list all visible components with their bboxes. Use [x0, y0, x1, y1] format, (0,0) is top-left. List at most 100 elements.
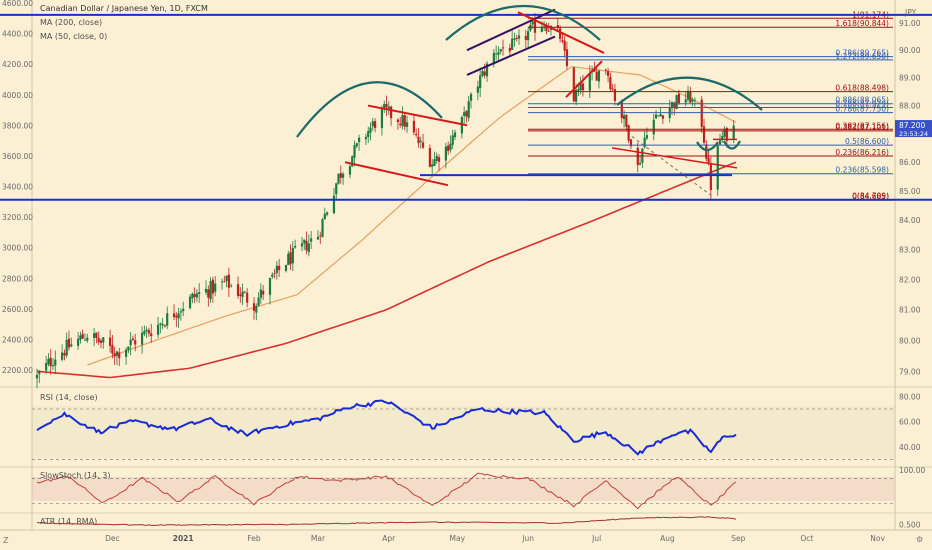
candle: [341, 171, 345, 185]
candle: [415, 128, 418, 138]
candle-body: [140, 332, 144, 345]
candle-body: [449, 143, 452, 150]
candle-body: [702, 126, 706, 143]
candle: [124, 347, 128, 365]
candle: [387, 101, 390, 116]
candle: [467, 96, 470, 122]
settings-icon[interactable]: ⚙: [916, 535, 924, 544]
right-axis-tick: 86.00: [899, 158, 921, 167]
candle: [721, 130, 724, 143]
candle-body: [319, 235, 322, 237]
candle-body: [220, 281, 224, 283]
candle: [83, 333, 87, 341]
time-axis-tick: Jul: [591, 534, 601, 543]
candle-body: [51, 365, 55, 367]
candle-body: [207, 289, 210, 298]
candle-body: [326, 212, 329, 215]
candle-body: [348, 166, 352, 175]
candle: [230, 283, 233, 288]
candle: [35, 368, 39, 389]
time-axis-tick: Nov: [870, 534, 885, 543]
candle-body: [268, 277, 272, 295]
candle-body: [597, 70, 601, 82]
candle: [499, 48, 502, 55]
right-shoulder-arc: [616, 76, 763, 111]
candle: [61, 344, 64, 362]
candle: [437, 154, 441, 171]
candle: [150, 323, 153, 343]
candle: [310, 231, 313, 250]
candle-body: [654, 114, 658, 119]
candle-body: [49, 357, 52, 367]
candle: [326, 211, 329, 217]
bounce-red-line: [565, 60, 603, 98]
candle-body: [561, 40, 564, 42]
candle-body: [305, 240, 308, 251]
candle: [70, 337, 73, 348]
candle-body: [595, 71, 598, 81]
candle-body: [403, 115, 406, 127]
candle-body: [433, 159, 436, 166]
candle: [689, 86, 692, 104]
atr-line: [36, 516, 737, 526]
candle: [63, 349, 66, 361]
candle-body: [453, 132, 457, 137]
candle-body: [517, 35, 521, 39]
candle: [45, 355, 48, 374]
legend-title: Canadian Dollar / Japanese Yen, 1D, FXCM: [40, 4, 208, 13]
candle-body: [54, 359, 57, 366]
candle: [611, 83, 614, 92]
candle: [115, 350, 119, 366]
rsi-line: [36, 399, 737, 456]
candle-body: [236, 284, 240, 296]
candle: [300, 237, 304, 252]
fibonacci-levels: 1(91.174)1.618(90.844)0.786(89.765)1.272…: [528, 10, 893, 201]
candle-body: [115, 351, 119, 356]
candle: [643, 131, 646, 149]
candle: [159, 322, 162, 334]
candle: [609, 72, 612, 92]
candle-body: [622, 115, 626, 120]
wedge-lower-line: [466, 35, 556, 76]
left-axis-tick: 2200.00: [2, 366, 33, 375]
candle-body: [134, 340, 137, 345]
candle: [431, 158, 434, 175]
candle: [182, 301, 185, 317]
time-axis-tick: 2021: [173, 534, 194, 543]
candle: [291, 241, 294, 272]
candle: [175, 312, 178, 328]
candle-body: [188, 296, 192, 309]
candle-body: [225, 275, 228, 281]
right-axis-tick: 89.00: [899, 74, 921, 83]
candle: [501, 39, 505, 56]
candle: [321, 217, 324, 238]
candle: [275, 261, 278, 280]
left-axis-tick: 4400.00: [2, 30, 33, 39]
candle: [95, 332, 98, 344]
legend-ma50: MA (50, close, 0): [40, 32, 107, 41]
fib-level-label: 0(84.709): [852, 191, 889, 200]
candle: [675, 94, 678, 110]
candle: [198, 283, 201, 303]
candle: [465, 110, 468, 123]
candle: [383, 100, 386, 114]
candle-body: [527, 31, 530, 41]
candle: [209, 277, 212, 303]
candle: [211, 276, 214, 303]
candle: [545, 22, 548, 35]
candle: [691, 97, 694, 107]
candle-body: [565, 49, 569, 67]
candle-body: [93, 333, 96, 338]
timezone-icon[interactable]: Z: [3, 536, 9, 545]
candle-body: [287, 253, 290, 266]
candle-body: [223, 281, 226, 282]
candle: [177, 307, 180, 328]
candle-body: [252, 303, 256, 311]
candle-body: [447, 145, 450, 151]
candle: [129, 332, 132, 356]
candle: [517, 29, 521, 45]
candle: [236, 276, 240, 299]
right-axis-tick: 80.00: [899, 336, 921, 345]
candle: [373, 118, 377, 133]
